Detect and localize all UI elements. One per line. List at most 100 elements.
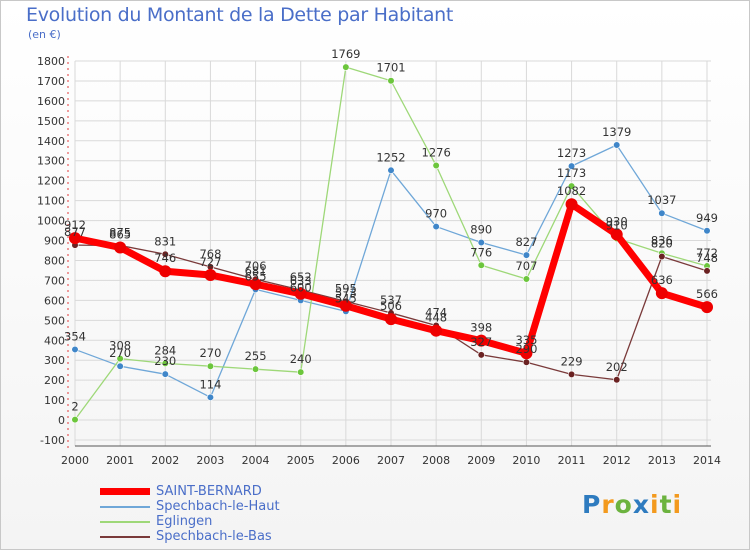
data-point-saint-bernard <box>339 299 352 312</box>
data-labels: 354 270 230 114 655 600 545 1252 970 890 827 1273 13… <box>64 47 718 413</box>
data-label: 890 <box>470 223 492 237</box>
x-tick-label: 2013 <box>648 454 676 467</box>
data-point-saint-bernard <box>475 334 488 347</box>
data-label: 727 <box>199 255 221 269</box>
y-tick-label: 500 <box>44 314 65 327</box>
data-label: 114 <box>199 377 221 391</box>
data-label: 820 <box>651 236 673 250</box>
data-label: 875 <box>109 226 131 240</box>
y-tick-label: 1800 <box>37 55 65 68</box>
data-point-spechbach-le-haut <box>522 251 531 259</box>
data-point-eglingen <box>251 365 260 373</box>
data-point-eglingen <box>567 182 576 190</box>
data-label: 600 <box>290 280 312 294</box>
y-tick-label: 0 <box>58 414 65 427</box>
data-point-saint-bernard <box>610 228 623 241</box>
y-tick-label: -100 <box>40 434 65 447</box>
y-tick-label: 800 <box>44 254 65 267</box>
data-point-saint-bernard <box>565 198 578 211</box>
data-label: 836 <box>651 233 673 247</box>
data-point-saint-bernard <box>430 324 443 337</box>
data-label: 772 <box>696 246 718 260</box>
data-label: 474 <box>425 306 447 320</box>
legend-swatch <box>100 535 150 538</box>
chart-title: Evolution du Montant de la Dette par Hab… <box>26 4 454 26</box>
legend-swatch <box>100 488 150 495</box>
data-label: 229 <box>561 354 583 368</box>
y-tick-label: 900 <box>44 235 65 248</box>
logo-letter: x <box>632 490 650 519</box>
data-label: 636 <box>651 273 673 287</box>
data-label: 912 <box>64 218 86 232</box>
data-point-eglingen <box>387 77 395 85</box>
x-tick-label: 2008 <box>422 454 450 467</box>
data-point-spechbach-le-bas <box>703 267 711 275</box>
y-tick-label: 600 <box>44 294 65 307</box>
legend-item-spechbach-le-haut: Spechbach-le-Haut <box>100 499 280 514</box>
data-label: 768 <box>199 247 221 261</box>
data-label: 1273 <box>557 146 586 160</box>
y-tick-label: 1400 <box>37 135 65 148</box>
data-point-spechbach-le-haut <box>71 345 79 354</box>
data-label: 284 <box>154 343 176 357</box>
data-point-saint-bernard <box>520 347 533 360</box>
x-tick-label: 2006 <box>332 454 360 467</box>
data-point-eglingen <box>477 261 485 269</box>
legend-swatch <box>100 505 150 508</box>
x-tick-label: 2010 <box>512 454 540 467</box>
data-point-saint-bernard <box>114 241 127 254</box>
data-point-spechbach-le-haut <box>432 222 440 231</box>
logo-letter: o <box>614 490 633 519</box>
x-tick-label: 2012 <box>603 454 631 467</box>
data-label: 202 <box>606 360 628 374</box>
legend-item-saint-bernard: SAINT-BERNARD <box>100 484 280 499</box>
logo-letter: i <box>650 490 660 519</box>
data-label: 506 <box>380 299 402 313</box>
x-tick-label: 2001 <box>106 454 134 467</box>
data-label: 230 <box>154 354 176 368</box>
y-tick-label: 400 <box>44 334 65 347</box>
data-label: 1276 <box>422 146 451 160</box>
data-point-saint-bernard <box>701 301 713 314</box>
legend-item-eglingen: Eglingen <box>100 514 280 529</box>
data-point-spechbach-le-haut <box>567 162 576 170</box>
y-tick-label: 700 <box>44 274 65 287</box>
data-label: 354 <box>64 329 86 343</box>
data-label: 706 <box>245 259 267 273</box>
data-point-saint-bernard <box>294 287 307 300</box>
data-label: 566 <box>696 287 718 301</box>
y-tick-label: 1200 <box>37 175 65 188</box>
data-point-spechbach-le-bas <box>477 351 485 359</box>
data-label: 1252 <box>376 150 405 164</box>
data-point-eglingen <box>297 368 305 376</box>
data-label: 831 <box>154 234 176 248</box>
data-label: 681 <box>245 264 267 278</box>
x-tick-label: 2007 <box>377 454 405 467</box>
data-point-spechbach-le-haut <box>116 362 124 370</box>
data-point-spechbach-le-haut <box>613 141 621 149</box>
x-tick-label: 2004 <box>242 454 270 467</box>
data-point-saint-bernard <box>69 232 81 245</box>
data-label: 2 <box>71 400 78 414</box>
data-label: 335 <box>515 333 537 347</box>
x-tick-label: 2003 <box>196 454 224 467</box>
data-label: 633 <box>290 274 312 288</box>
data-point-spechbach-le-haut <box>206 393 215 401</box>
data-point-spechbach-le-bas <box>161 250 169 258</box>
data-label: 910 <box>606 219 628 233</box>
data-point-saint-bernard <box>385 313 397 326</box>
data-label: 1082 <box>557 184 586 198</box>
y-tick-label: 100 <box>44 394 65 407</box>
data-label: 1701 <box>376 61 405 75</box>
data-label: 1173 <box>557 166 586 180</box>
data-label: 748 <box>696 251 718 265</box>
legend: SAINT-BERNARD Spechbach-le-Haut Eglingen… <box>100 484 280 544</box>
data-label: 595 <box>335 281 357 295</box>
data-point-eglingen <box>161 359 169 368</box>
logo-letter: P <box>582 490 602 519</box>
x-tick-label: 2000 <box>61 454 89 467</box>
y-tick-label: 300 <box>44 354 65 367</box>
legend-label: SAINT-BERNARD <box>156 484 262 499</box>
